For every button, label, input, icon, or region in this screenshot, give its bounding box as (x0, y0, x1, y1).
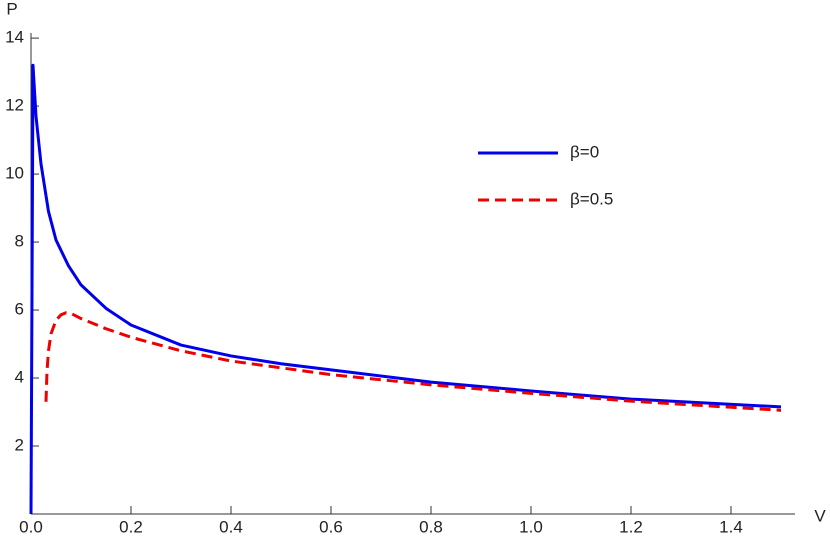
series-line (44, 311, 782, 412)
y-axis-label: P (6, 0, 17, 18)
y-tick-label: 6 (15, 300, 24, 319)
y-tick-label: 2 (15, 435, 24, 454)
x-axis-label: V (814, 506, 826, 525)
y-tick-label: 14 (5, 28, 24, 47)
legend-label: β=0.5 (570, 189, 613, 208)
y-tick-label: 10 (5, 164, 24, 183)
x-tick-label: 1.2 (619, 517, 643, 536)
x-tick-label: 1.0 (519, 517, 543, 536)
series-line (29, 63, 782, 515)
y-tick-label: 8 (15, 232, 24, 251)
x-tick-label: 1.4 (719, 517, 743, 536)
y-tick-label: 12 (5, 96, 24, 115)
x-tick-label: 0.8 (419, 517, 443, 536)
x-tick-label: 0.0 (19, 517, 43, 536)
x-tick-label: 0.6 (319, 517, 343, 536)
x-tick-label: 0.2 (119, 517, 143, 536)
x-tick-label: 0.4 (219, 517, 243, 536)
y-tick-label: 4 (15, 368, 24, 387)
legend-label: β=0 (570, 142, 599, 161)
